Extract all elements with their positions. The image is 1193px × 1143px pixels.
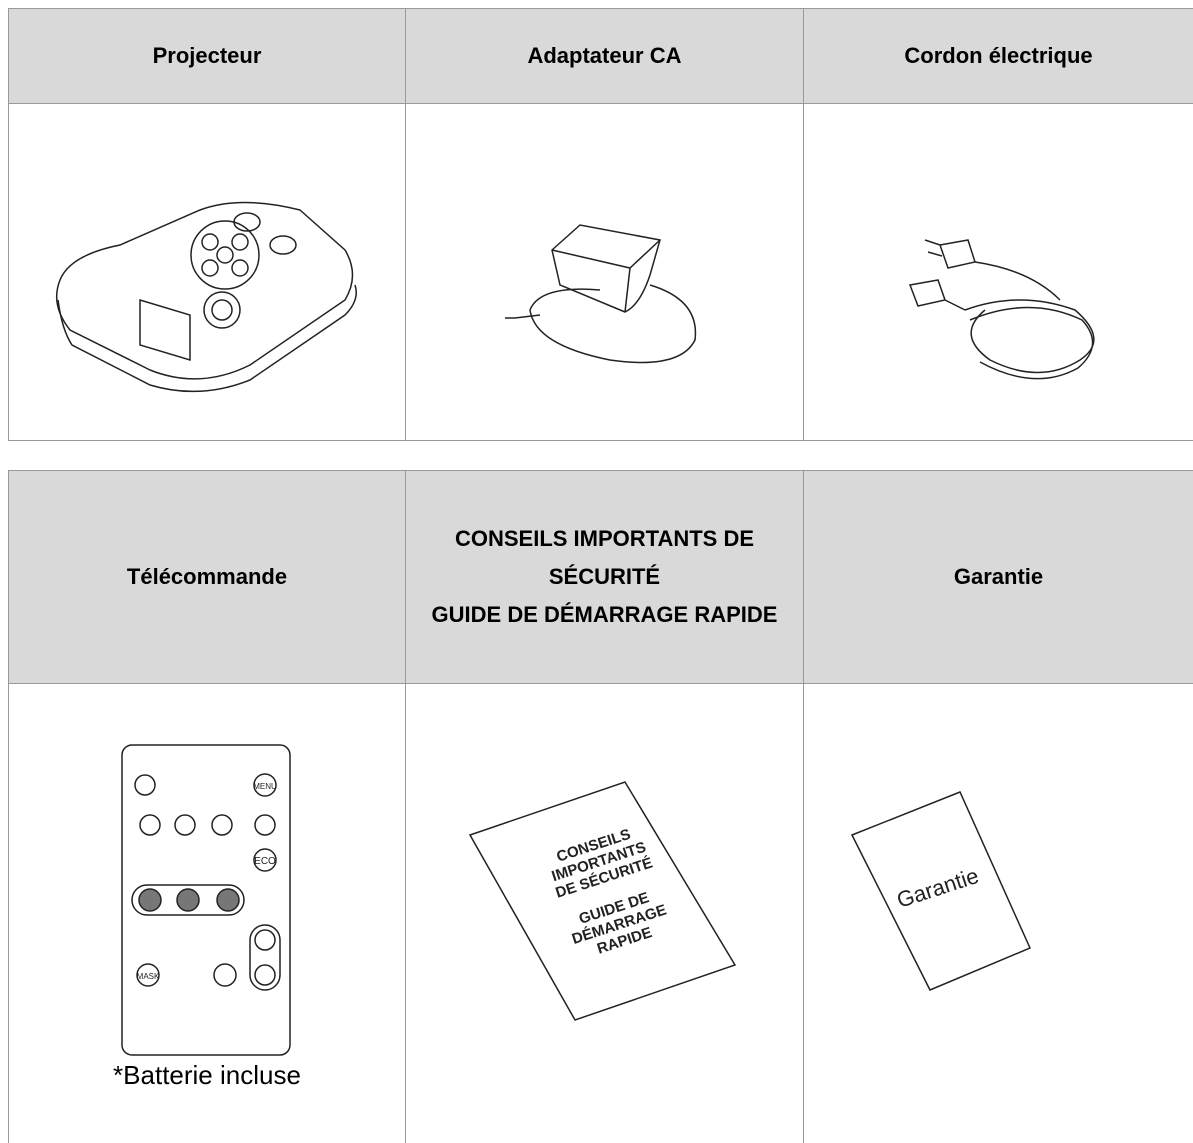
header-cell: Garantie [803, 470, 1193, 683]
header-cell: Projecteur [8, 8, 405, 103]
header-text: Télécommande [126, 564, 288, 589]
header-cell: CONSEILS IMPORTANTS DE SÉCURITÉ GUIDE DE … [405, 470, 803, 683]
header-cell: Télécommande [8, 470, 405, 683]
image-cell [405, 103, 803, 441]
header-text: CONSEILS IMPORTANTS DE SÉCURITÉ GUIDE DE … [418, 520, 791, 634]
image-cell [803, 683, 1193, 1143]
header-cell: Adaptateur CA [405, 8, 803, 103]
image-cell: *Batterie incluse [8, 683, 405, 1143]
header-line: GUIDE DE DÉMARRAGE RAPIDE [431, 602, 778, 627]
header-text: Garantie [953, 564, 1044, 589]
header-line: CONSEILS IMPORTANTS DE SÉCURITÉ [454, 526, 755, 589]
header-text: Projecteur [152, 43, 262, 68]
header-text: Adaptateur CA [527, 43, 682, 68]
header-text: Cordon électrique [904, 43, 1093, 68]
image-cell [803, 103, 1193, 441]
image-cell [8, 103, 405, 441]
header-cell: Cordon électrique [803, 8, 1193, 103]
note: *Batterie incluse [113, 1060, 301, 1090]
image-cell [405, 683, 803, 1143]
